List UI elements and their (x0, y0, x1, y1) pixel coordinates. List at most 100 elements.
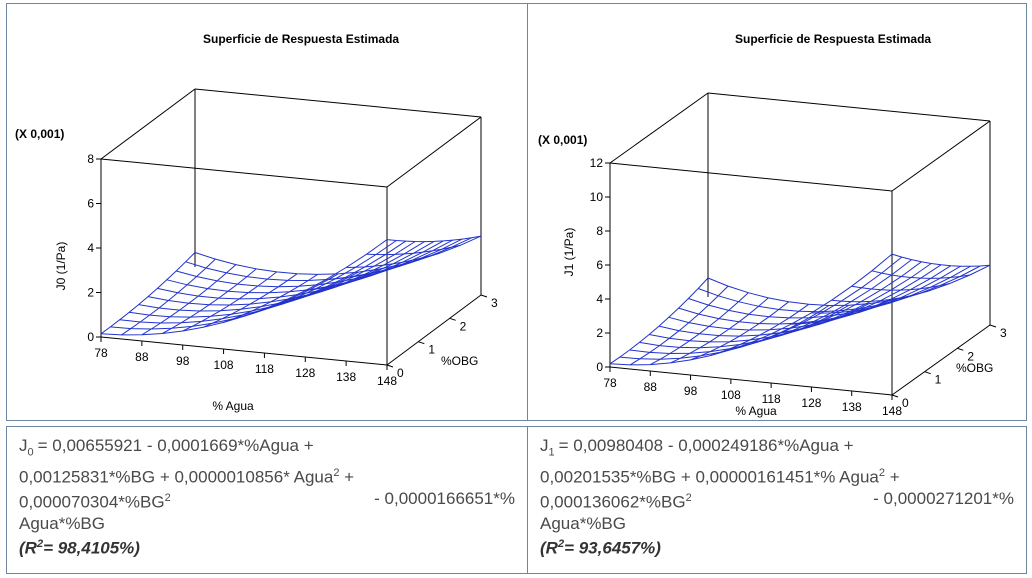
surface-mesh-line (194, 235, 482, 275)
equation-box-j0: J0 = 0,00655921 - 0,0001669*%Agua + 0,00… (6, 426, 528, 574)
z-axis-label: J1 (1/Pa) (562, 228, 576, 277)
surface-mesh-line (346, 252, 441, 268)
x-tick-label: 88 (644, 380, 658, 394)
surface-mesh-line (284, 268, 380, 301)
r-squared: (R2= 98,4105%) (19, 537, 140, 558)
y-tick (480, 294, 488, 298)
chart-title: Superficie de Respuesta Estimada (735, 32, 932, 46)
surface-mesh-line (182, 271, 278, 332)
surface-mesh-line (831, 290, 930, 303)
eq-line-3: 0,000136062*%BG2- 0,0000271201*% (540, 489, 1014, 512)
surface-mesh-line (690, 301, 789, 361)
x-tick-label: 118 (255, 362, 274, 376)
y-tick-label: 0 (397, 366, 404, 380)
z-axis-label: J0 (1/Pa) (54, 242, 68, 291)
surface-mesh-line (678, 265, 961, 325)
surface-mesh-line (141, 264, 237, 336)
surface-mesh-line (851, 283, 950, 291)
axis-multiplier: (X 0,001) (538, 133, 587, 147)
z-tick-label: 0 (87, 330, 94, 344)
eq-lhs: J (19, 436, 28, 455)
box-edge (100, 88, 196, 160)
box-edge (100, 158, 388, 188)
x-tick-label: 108 (214, 358, 234, 372)
eq-line-4: Agua*%BG (540, 513, 626, 533)
x-tick-label: 148 (377, 374, 397, 388)
z-tick-label: 10 (590, 190, 604, 204)
z-tick-label: 2 (596, 326, 603, 340)
x-axis-label: % Agua (735, 404, 777, 418)
right-chart-panel: Superficie de Respuesta Estimada 0 2 4 6 8 10… (527, 3, 1027, 421)
y-tick-label: 1 (428, 343, 435, 357)
y-axis-label: %OBG (441, 354, 478, 368)
y-tick (891, 394, 899, 398)
y-axis-label: %OBG (956, 361, 993, 375)
y-tick (449, 317, 456, 321)
eq-line-3: 0,000070304*%BG2- 0,0000166651*% (19, 489, 515, 512)
eq-lhs: J (540, 436, 549, 455)
y-tick-label: 2 (460, 319, 467, 333)
axis-multiplier: (X 0,001) (15, 127, 64, 141)
surface-mesh-line (650, 292, 749, 366)
surface-mesh-line (871, 270, 970, 279)
y-tick (386, 364, 394, 368)
y-tick (418, 341, 425, 345)
y-tick-label: 1 (935, 373, 942, 387)
z-tick-label: 6 (87, 197, 94, 211)
surface-mesh-line (771, 303, 870, 335)
y-tick (989, 324, 997, 328)
r-squared: (R2= 93,6457%) (540, 537, 661, 558)
y-tick (924, 371, 931, 375)
chart-title: Superficie de Respuesta Estimada (203, 32, 400, 46)
surface-mesh-line (688, 265, 971, 319)
surface-mesh-line (121, 258, 216, 336)
surface-mesh-line (162, 268, 257, 334)
eq-line-2: 0,00201535*%BG + 0,00000161451*% Agua2 + (540, 467, 900, 488)
y-tick-label: 2 (967, 349, 974, 363)
left-chart-panel: Superficie de Respuesta Estimada 0 2 4 6 8 78… (6, 3, 528, 421)
equation-text: J1 = 0,00980408 - 0,000249186*%Agua + 0,… (540, 436, 1014, 558)
box-edge (891, 120, 991, 192)
box-edge (609, 162, 893, 192)
eq-line-2: 0,00125831*%BG + 0,0000010856* Agua2 + (19, 467, 355, 488)
surface-mesh-line (710, 303, 809, 356)
surface-mesh-line (670, 297, 769, 364)
x-tick-label: 78 (94, 346, 108, 360)
surface-mesh-line (629, 285, 729, 366)
x-tick-label: 118 (762, 392, 781, 406)
z-tick-label: 8 (596, 224, 603, 238)
surface-mesh-line (609, 277, 709, 365)
z-tick-label: 6 (596, 258, 603, 272)
box-edge (194, 88, 482, 118)
x-tick-label: 98 (176, 354, 190, 368)
x-tick-label: 138 (842, 400, 862, 414)
equation-text: J0 = 0,00655921 - 0,0001669*%Agua + 0,00… (19, 436, 515, 558)
surface-mesh-line (707, 264, 991, 307)
z-tick-label: 2 (87, 286, 94, 300)
z-tick-label: 4 (87, 241, 94, 255)
surface-mesh-line (305, 264, 400, 292)
z-tick-label: 8 (87, 152, 94, 166)
eq-line-1: = 0,00980408 - 0,000249186*%Agua + (558, 436, 854, 455)
x-tick-label: 78 (603, 376, 617, 390)
y-tick-label: 3 (491, 296, 498, 310)
equation-box-j1: J1 = 0,00980408 - 0,000249186*%Agua + 0,… (527, 426, 1027, 574)
y-tick-label: 0 (902, 396, 909, 410)
z-tick-label: 4 (596, 292, 603, 306)
x-axis-line (609, 366, 893, 396)
x-tick-label: 88 (135, 350, 149, 364)
surface-mesh-line (366, 244, 461, 256)
x-tick-label: 128 (295, 366, 315, 380)
x-axis-line (100, 336, 388, 366)
y-axis-line (891, 324, 991, 396)
x-tick-label: 148 (882, 404, 902, 418)
x-axis-label: % Agua (212, 399, 254, 413)
surface-mesh-line (223, 273, 318, 323)
surface-mesh-line (891, 253, 991, 267)
y-tick-label: 3 (1000, 326, 1007, 340)
surface-mesh-line (325, 259, 420, 281)
x-tick-label: 128 (801, 396, 821, 410)
surface-mesh-line (668, 265, 952, 331)
eq-line-4: Agua*%BG (19, 513, 105, 533)
